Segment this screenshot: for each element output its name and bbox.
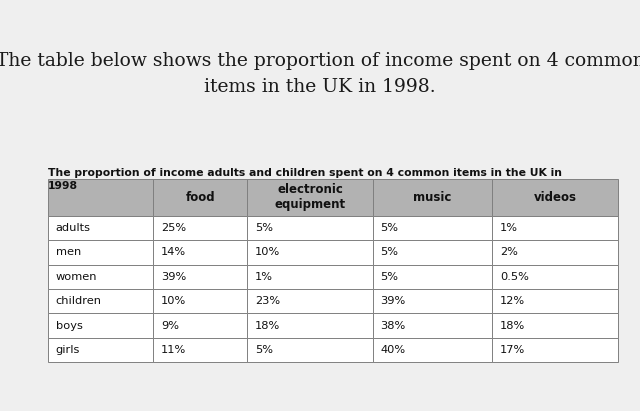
Bar [372, 240, 492, 265]
Bar [48, 338, 154, 362]
Bar [372, 313, 492, 338]
Text: 10%: 10% [161, 296, 186, 306]
Bar [372, 338, 492, 362]
Bar [154, 338, 247, 362]
Text: 5%: 5% [380, 247, 398, 257]
Bar [48, 265, 154, 289]
Bar [492, 265, 618, 289]
Bar [48, 289, 154, 313]
Bar [248, 240, 372, 265]
Bar [492, 289, 618, 313]
Bar [248, 178, 372, 216]
Bar [154, 313, 247, 338]
Text: food: food [186, 191, 215, 204]
Bar [492, 178, 618, 216]
Text: 5%: 5% [380, 223, 398, 233]
Text: 23%: 23% [255, 296, 280, 306]
Text: The table below shows the proportion of income spent on 4 common
items in the UK: The table below shows the proportion of … [0, 52, 640, 96]
Bar [492, 338, 618, 362]
Bar [48, 178, 154, 216]
Bar [48, 313, 154, 338]
Bar [248, 265, 372, 289]
Text: 25%: 25% [161, 223, 186, 233]
Bar [154, 178, 247, 216]
Text: 14%: 14% [161, 247, 186, 257]
Text: 40%: 40% [380, 345, 406, 355]
Bar [154, 216, 247, 240]
Text: boys: boys [56, 321, 83, 330]
Bar [154, 289, 247, 313]
Bar [372, 216, 492, 240]
Text: 1%: 1% [500, 223, 518, 233]
Text: 38%: 38% [380, 321, 406, 330]
Text: 18%: 18% [500, 321, 525, 330]
Text: girls: girls [56, 345, 80, 355]
Bar [372, 289, 492, 313]
Text: 1%: 1% [255, 272, 273, 282]
Bar [372, 178, 492, 216]
Bar [248, 338, 372, 362]
Text: adults: adults [56, 223, 91, 233]
Bar [492, 240, 618, 265]
Text: 5%: 5% [255, 223, 273, 233]
Text: 10%: 10% [255, 247, 280, 257]
Text: 18%: 18% [255, 321, 280, 330]
Bar [154, 265, 247, 289]
Text: 11%: 11% [161, 345, 186, 355]
Bar [372, 265, 492, 289]
Text: children: children [56, 296, 102, 306]
Text: 39%: 39% [380, 296, 406, 306]
Bar [154, 240, 247, 265]
Bar [248, 313, 372, 338]
Bar [248, 216, 372, 240]
Text: 9%: 9% [161, 321, 179, 330]
Text: The proportion of income adults and children spent on 4 common items in the UK i: The proportion of income adults and chil… [48, 168, 562, 191]
Text: 2%: 2% [500, 247, 518, 257]
Text: 12%: 12% [500, 296, 525, 306]
Text: men: men [56, 247, 81, 257]
Text: 39%: 39% [161, 272, 186, 282]
Text: 5%: 5% [255, 345, 273, 355]
Bar [48, 216, 154, 240]
Bar [48, 240, 154, 265]
Text: 0.5%: 0.5% [500, 272, 529, 282]
Text: electronic
equipment: electronic equipment [275, 183, 346, 211]
Bar [492, 313, 618, 338]
Bar [248, 289, 372, 313]
Text: music: music [413, 191, 452, 204]
Text: 17%: 17% [500, 345, 525, 355]
Bar [492, 216, 618, 240]
Text: 5%: 5% [380, 272, 398, 282]
Text: videos: videos [534, 191, 577, 204]
Text: women: women [56, 272, 97, 282]
